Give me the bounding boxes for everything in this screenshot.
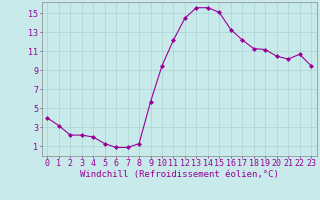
X-axis label: Windchill (Refroidissement éolien,°C): Windchill (Refroidissement éolien,°C) xyxy=(80,170,279,179)
